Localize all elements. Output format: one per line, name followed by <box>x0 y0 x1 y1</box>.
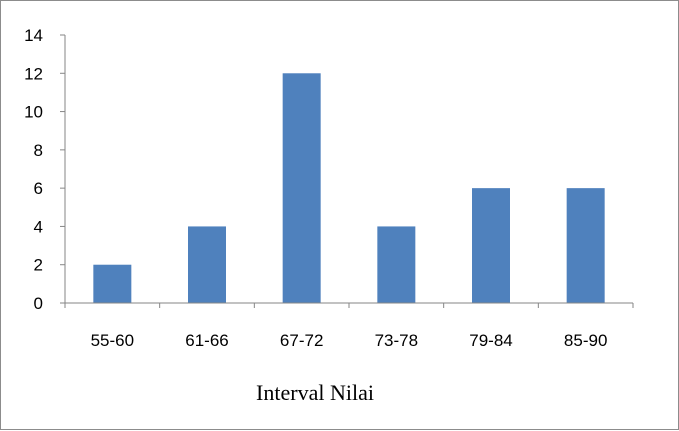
x-axis-title: Interval Nilai <box>256 380 374 405</box>
bar-61-66 <box>188 226 226 303</box>
x-tick-label: 79-84 <box>469 331 512 350</box>
y-tick-label: 4 <box>34 217 43 236</box>
bar-73-78 <box>377 226 416 303</box>
x-tick-label: 61-66 <box>185 331 228 350</box>
y-tick-label: 2 <box>34 256 43 275</box>
y-tick-label: 8 <box>34 141 43 160</box>
x-tick-label: 85-90 <box>564 331 607 350</box>
y-axis-ticks: 0 2 4 6 8 10 12 14 <box>24 26 65 313</box>
x-tick-label: 55-60 <box>91 331 134 350</box>
y-tick-label: 6 <box>34 179 43 198</box>
bar-55-60 <box>93 264 132 303</box>
y-tick-label: 14 <box>24 26 43 45</box>
bar-85-90 <box>566 188 605 303</box>
bar-67-72 <box>282 73 321 304</box>
x-tick-label: 67-72 <box>280 331 323 350</box>
bar-79-84 <box>472 188 510 303</box>
y-tick-label: 12 <box>24 64 43 83</box>
x-tick-label: 73-78 <box>375 331 418 350</box>
x-axis-ticks: 55-60 61-66 67-72 73-78 79-84 85-90 <box>64 303 634 350</box>
y-tick-label: 10 <box>24 103 43 122</box>
y-tick-label: 0 <box>34 294 43 313</box>
bars <box>93 73 605 304</box>
